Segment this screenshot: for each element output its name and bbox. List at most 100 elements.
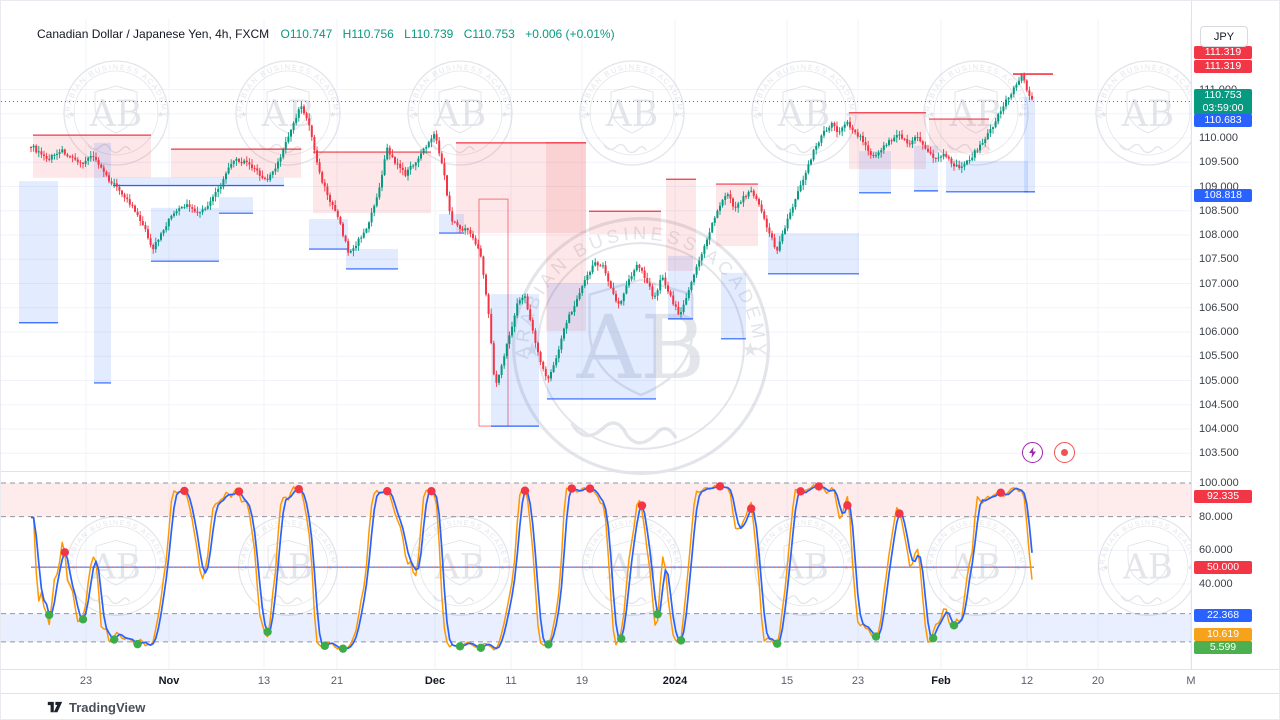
demand-zone xyxy=(113,177,284,186)
time-axis-label: 15 xyxy=(780,675,794,687)
time-axis-label: 20 xyxy=(1091,675,1105,687)
demand-zone xyxy=(346,249,398,269)
oscillator-badge: 50.000 xyxy=(1194,561,1252,574)
overbought-dot xyxy=(715,482,725,491)
ohlc-open: O110.747 xyxy=(280,27,333,41)
demand-zone xyxy=(721,272,746,339)
price-tick-label: 107.500 xyxy=(1199,253,1239,266)
price-tick-label: 104.000 xyxy=(1199,423,1239,435)
price-badge: 110.683 xyxy=(1194,114,1252,127)
zones-layer xyxy=(19,96,1035,427)
oversold-dot xyxy=(45,610,54,620)
oversold-dot xyxy=(653,610,662,619)
oversold-dot xyxy=(871,632,881,641)
price-axis[interactable]: 111.000110.500110.000109.500109.000108.5… xyxy=(1191,1,1279,693)
overbought-dot xyxy=(294,484,303,494)
time-axis-label: Feb xyxy=(931,675,951,687)
demand-zone xyxy=(859,151,891,193)
symbol-legend: Canadian Dollar / Japanese Yen, 4h, FXCM… xyxy=(37,27,622,41)
time-axis-label: 21 xyxy=(330,675,344,687)
oscillator-badge: 92.335 xyxy=(1194,490,1252,503)
price-tick-label: 109.500 xyxy=(1199,156,1239,169)
oversold-dot xyxy=(133,639,142,649)
demand-zone xyxy=(914,145,938,191)
time-axis-label: M xyxy=(1186,675,1196,687)
oversold-dot xyxy=(476,643,485,652)
overbought-dot xyxy=(747,504,756,513)
footer-bar: TradingView xyxy=(1,693,1279,719)
overbought-dot xyxy=(567,484,576,493)
time-axis-label: 23 xyxy=(851,675,865,687)
oscillator-badge: 5.599 xyxy=(1194,641,1252,654)
overbought-dot xyxy=(895,509,904,518)
oscillator-tick-label: 60.000 xyxy=(1199,544,1233,557)
demand-zone xyxy=(439,214,464,234)
ohlc-low: L110.739 xyxy=(404,27,454,41)
time-axis-label: 11 xyxy=(505,675,517,687)
overbought-dot xyxy=(814,482,823,491)
price-tick-label: 108.500 xyxy=(1199,204,1239,217)
currency-button[interactable]: JPY xyxy=(1200,26,1248,47)
record-icon xyxy=(1061,449,1068,456)
price-tick-label: 108.000 xyxy=(1199,229,1239,241)
oversold-dot xyxy=(78,615,88,624)
demand-zone xyxy=(309,218,348,250)
demand-zone xyxy=(547,283,656,399)
overbought-dot xyxy=(996,488,1005,497)
oversold-dot xyxy=(455,642,465,651)
symbol-title[interactable]: Canadian Dollar / Japanese Yen, 4h, FXCM xyxy=(37,27,270,41)
price-tick-label: 105.500 xyxy=(1199,350,1239,363)
oversold-dot xyxy=(773,639,782,648)
oversold-dot xyxy=(320,641,329,650)
price-tick-label: 110.000 xyxy=(1199,132,1238,144)
overbought-dot xyxy=(427,486,436,496)
price-badge: 111.319 xyxy=(1194,46,1252,59)
tradingview-logo-icon xyxy=(47,701,63,713)
supply-zone xyxy=(456,142,586,234)
price-badge: 110.753 03:59:00 xyxy=(1194,89,1252,115)
oscillator-layer xyxy=(1,482,1191,653)
stoch-k-line xyxy=(30,484,1033,651)
chart-canvas[interactable]: ARABIAN BUSINESS ACADEMYAB★★ xyxy=(1,1,1280,693)
supply-zone xyxy=(716,184,758,247)
overbought-dot xyxy=(180,486,189,496)
time-axis-label: 12 xyxy=(1020,675,1034,687)
oscillator-tick-label: 40.000 xyxy=(1199,577,1233,590)
lightning-button[interactable] xyxy=(1022,442,1043,463)
oversold-dot xyxy=(617,634,626,643)
time-axis[interactable]: 23 Nov 13 21 Dec 11 19 2024 15 23 Feb 12 20 M xyxy=(1,669,1279,694)
oversold-dot xyxy=(263,627,272,636)
demand-zone xyxy=(1024,96,1035,192)
pane-divider[interactable] xyxy=(1,471,1279,472)
tradingview-logo-text: TradingView xyxy=(69,700,146,715)
oversold-dot xyxy=(338,644,348,653)
oversold-dot xyxy=(544,640,553,649)
oscillator-badge: 10.619 xyxy=(1194,628,1252,641)
time-axis-label: Nov xyxy=(158,675,180,687)
oversold-dot xyxy=(110,635,119,644)
oscillator-tick-label: 100.000 xyxy=(1199,477,1239,489)
record-button[interactable] xyxy=(1054,442,1075,463)
lightning-icon xyxy=(1029,447,1036,458)
overbought-dot xyxy=(60,548,69,557)
tradingview-logo[interactable]: TradingView xyxy=(47,700,145,715)
demand-zone xyxy=(151,207,219,262)
demand-zone xyxy=(219,197,253,214)
time-axis-label: 13 xyxy=(257,675,271,687)
time-axis-label: 23 xyxy=(79,675,93,687)
candles-layer xyxy=(30,72,1033,387)
oversold-dot xyxy=(929,633,938,643)
supply-zone xyxy=(33,135,151,178)
price-tick-label: 107.000 xyxy=(1199,277,1239,290)
demand-zone xyxy=(19,181,58,323)
price-tick-label: 106.000 xyxy=(1199,326,1239,338)
price-tick-label: 103.500 xyxy=(1199,447,1239,460)
time-axis-label: 2024 xyxy=(662,675,688,687)
supply-zone xyxy=(313,152,431,214)
oversold-dot xyxy=(949,621,959,630)
ohlc-change: +0.006 (+0.01%) xyxy=(525,27,615,41)
overbought-dot xyxy=(796,487,805,496)
overbought-dot xyxy=(585,484,595,493)
price-tick-label: 104.500 xyxy=(1199,398,1239,411)
